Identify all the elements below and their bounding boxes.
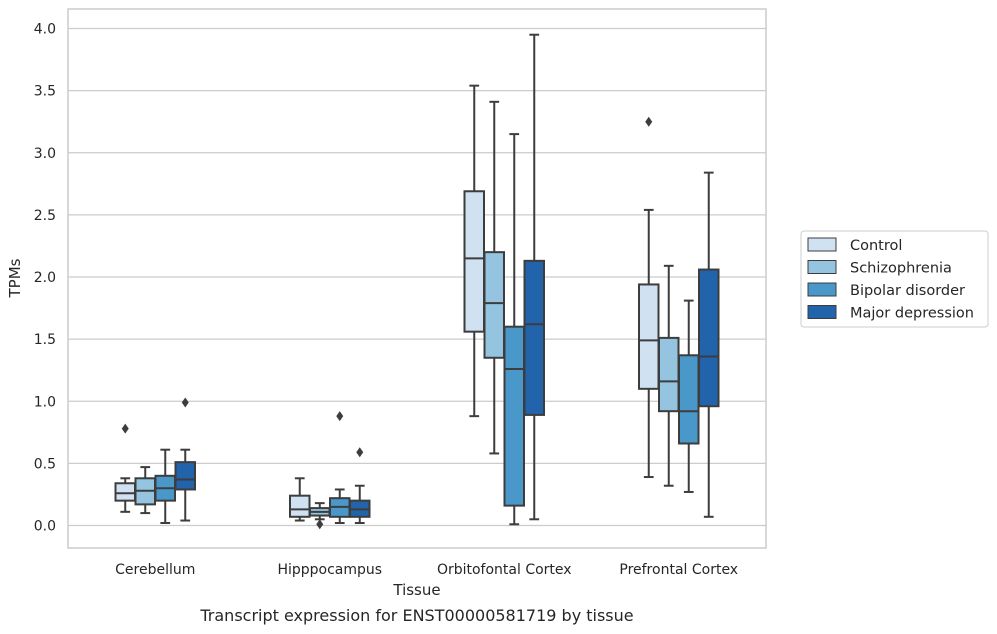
y-tick-label: 1.0 (34, 394, 56, 410)
box-bipolar-disorder (678, 299, 700, 493)
box-major-depression (349, 447, 371, 525)
box-bipolar-disorder (329, 411, 351, 525)
iqr-box (503, 325, 525, 507)
iqr-box (698, 268, 720, 408)
y-tick-label: 1.5 (34, 332, 56, 348)
outlier-point (316, 519, 324, 530)
x-axis-label: Tissue (392, 581, 440, 599)
y-tick-label: 4.0 (34, 22, 56, 38)
x-tick-label: Orbitofontal Cortex (437, 562, 572, 578)
outlier-point (645, 116, 653, 127)
outlier-point (181, 397, 189, 408)
tick-labels: 0.0 0.5 1.0 1.5 2.0 2.5 3.0 3.5 4.0 Cerebellum Hip… (34, 22, 738, 579)
outlier-point (121, 423, 129, 434)
legend-label: Schizophrenia (850, 261, 952, 277)
boxes (114, 33, 720, 530)
legend-swatch (807, 282, 837, 297)
box-major-depression (698, 171, 720, 518)
iqr-box (174, 461, 196, 491)
iqr-box (678, 354, 700, 445)
box-schizophrenia (134, 466, 156, 515)
legend-swatch (807, 237, 837, 252)
outlier-point (356, 447, 364, 458)
legend-label: Major depression (850, 306, 974, 322)
box-major-depression (174, 397, 196, 522)
legend-swatch (807, 260, 837, 274)
y-tick-label: 3.0 (34, 146, 56, 162)
plot-frame (67, 8, 767, 549)
y-tick-label: 2.0 (34, 270, 56, 286)
iqr-box (658, 336, 680, 413)
box-control (289, 477, 311, 522)
y-tick-label: 3.5 (34, 84, 56, 100)
iqr-box (638, 283, 660, 390)
box-control (114, 423, 136, 513)
iqr-box (523, 259, 545, 416)
legend-label: Control (850, 238, 902, 254)
chart-caption: Transcript expression for ENST0000058171… (200, 606, 634, 625)
iqr-box (483, 251, 505, 359)
iqr-box (114, 482, 136, 502)
grid-lines (68, 27, 766, 527)
box-schizophrenia (658, 264, 680, 487)
box-bipolar-disorder (154, 448, 176, 525)
x-tick-label: Cerebellum (115, 562, 195, 578)
box-schizophrenia (483, 100, 505, 455)
box-schizophrenia (309, 502, 331, 530)
iqr-box (289, 494, 311, 518)
legend-box (800, 230, 989, 328)
legend-label: Bipolar disorder (850, 283, 965, 299)
y-tick-label: 2.5 (34, 208, 56, 224)
box-control (463, 84, 485, 418)
legend-swatch (807, 305, 837, 319)
x-tick-label: Hipppocampus (277, 562, 382, 578)
outlier-point (336, 411, 344, 422)
y-tick-label: 0.0 (34, 519, 56, 535)
box-bipolar-disorder (503, 133, 525, 526)
x-tick-label: Prefrontal Cortex (619, 562, 738, 578)
box-major-depression (523, 33, 545, 521)
iqr-box (463, 190, 485, 333)
plot-area-border (67, 8, 767, 549)
y-axis-label: TPMs (6, 258, 24, 298)
y-tick-label: 0.5 (34, 456, 56, 472)
legend: Control Schizophrenia Bipolar disorder Majo… (800, 230, 989, 328)
box-control (638, 116, 660, 479)
